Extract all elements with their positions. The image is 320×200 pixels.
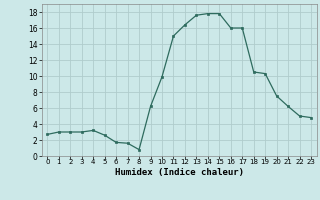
X-axis label: Humidex (Indice chaleur): Humidex (Indice chaleur): [115, 168, 244, 177]
